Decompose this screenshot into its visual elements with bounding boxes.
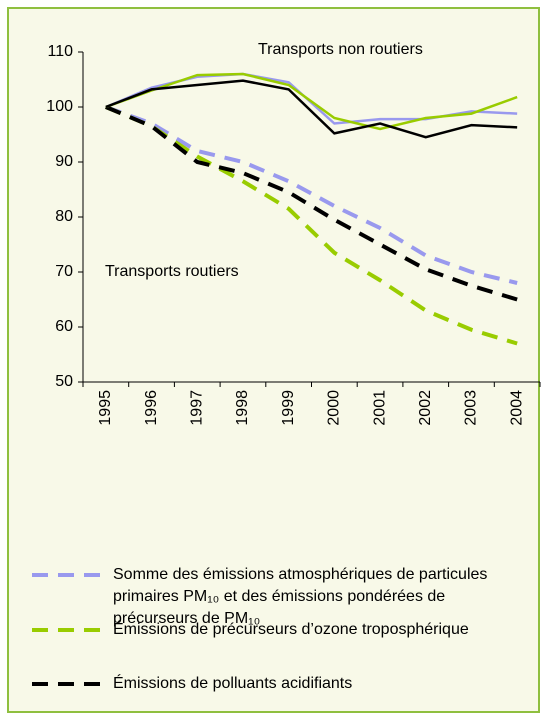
y-tick-label: 60: [55, 318, 73, 335]
x-tick-label: 1995: [97, 390, 114, 426]
x-tick-label: 2002: [417, 390, 434, 426]
y-tick-label: 110: [47, 43, 73, 60]
legend-label: Émissions de polluants acidifiants: [113, 675, 353, 692]
legend-label: Somme des émissions atmosphériques de pa…: [113, 566, 488, 627]
x-tick-label: 1998: [234, 390, 251, 426]
line: [105, 72, 518, 131]
annotation: Transports non routiers: [258, 41, 423, 58]
x-tick-label: 2004: [508, 390, 525, 426]
legend-label: Émissions de précurseurs d’ozone troposp…: [113, 621, 469, 638]
line: [105, 105, 518, 285]
line: [105, 79, 518, 139]
x-tick-label: 1996: [143, 390, 160, 426]
y-tick-label: 50: [55, 373, 73, 390]
x-tick-label: 1997: [188, 390, 205, 426]
line: [105, 105, 518, 346]
x-tick-label: 2003: [463, 390, 480, 426]
x-tick-label: 2001: [371, 390, 388, 426]
y-tick-label: 90: [55, 153, 73, 170]
y-tick-label: 70: [55, 263, 73, 280]
y-tick-label: 100: [46, 98, 73, 115]
y-tick-label: 80: [55, 208, 73, 225]
x-tick-label: 2000: [326, 390, 343, 426]
frame: [7, 7, 540, 713]
line: [105, 105, 518, 302]
x-tick-label: 1999: [280, 390, 297, 426]
annotation: Transports routiers: [105, 263, 239, 280]
